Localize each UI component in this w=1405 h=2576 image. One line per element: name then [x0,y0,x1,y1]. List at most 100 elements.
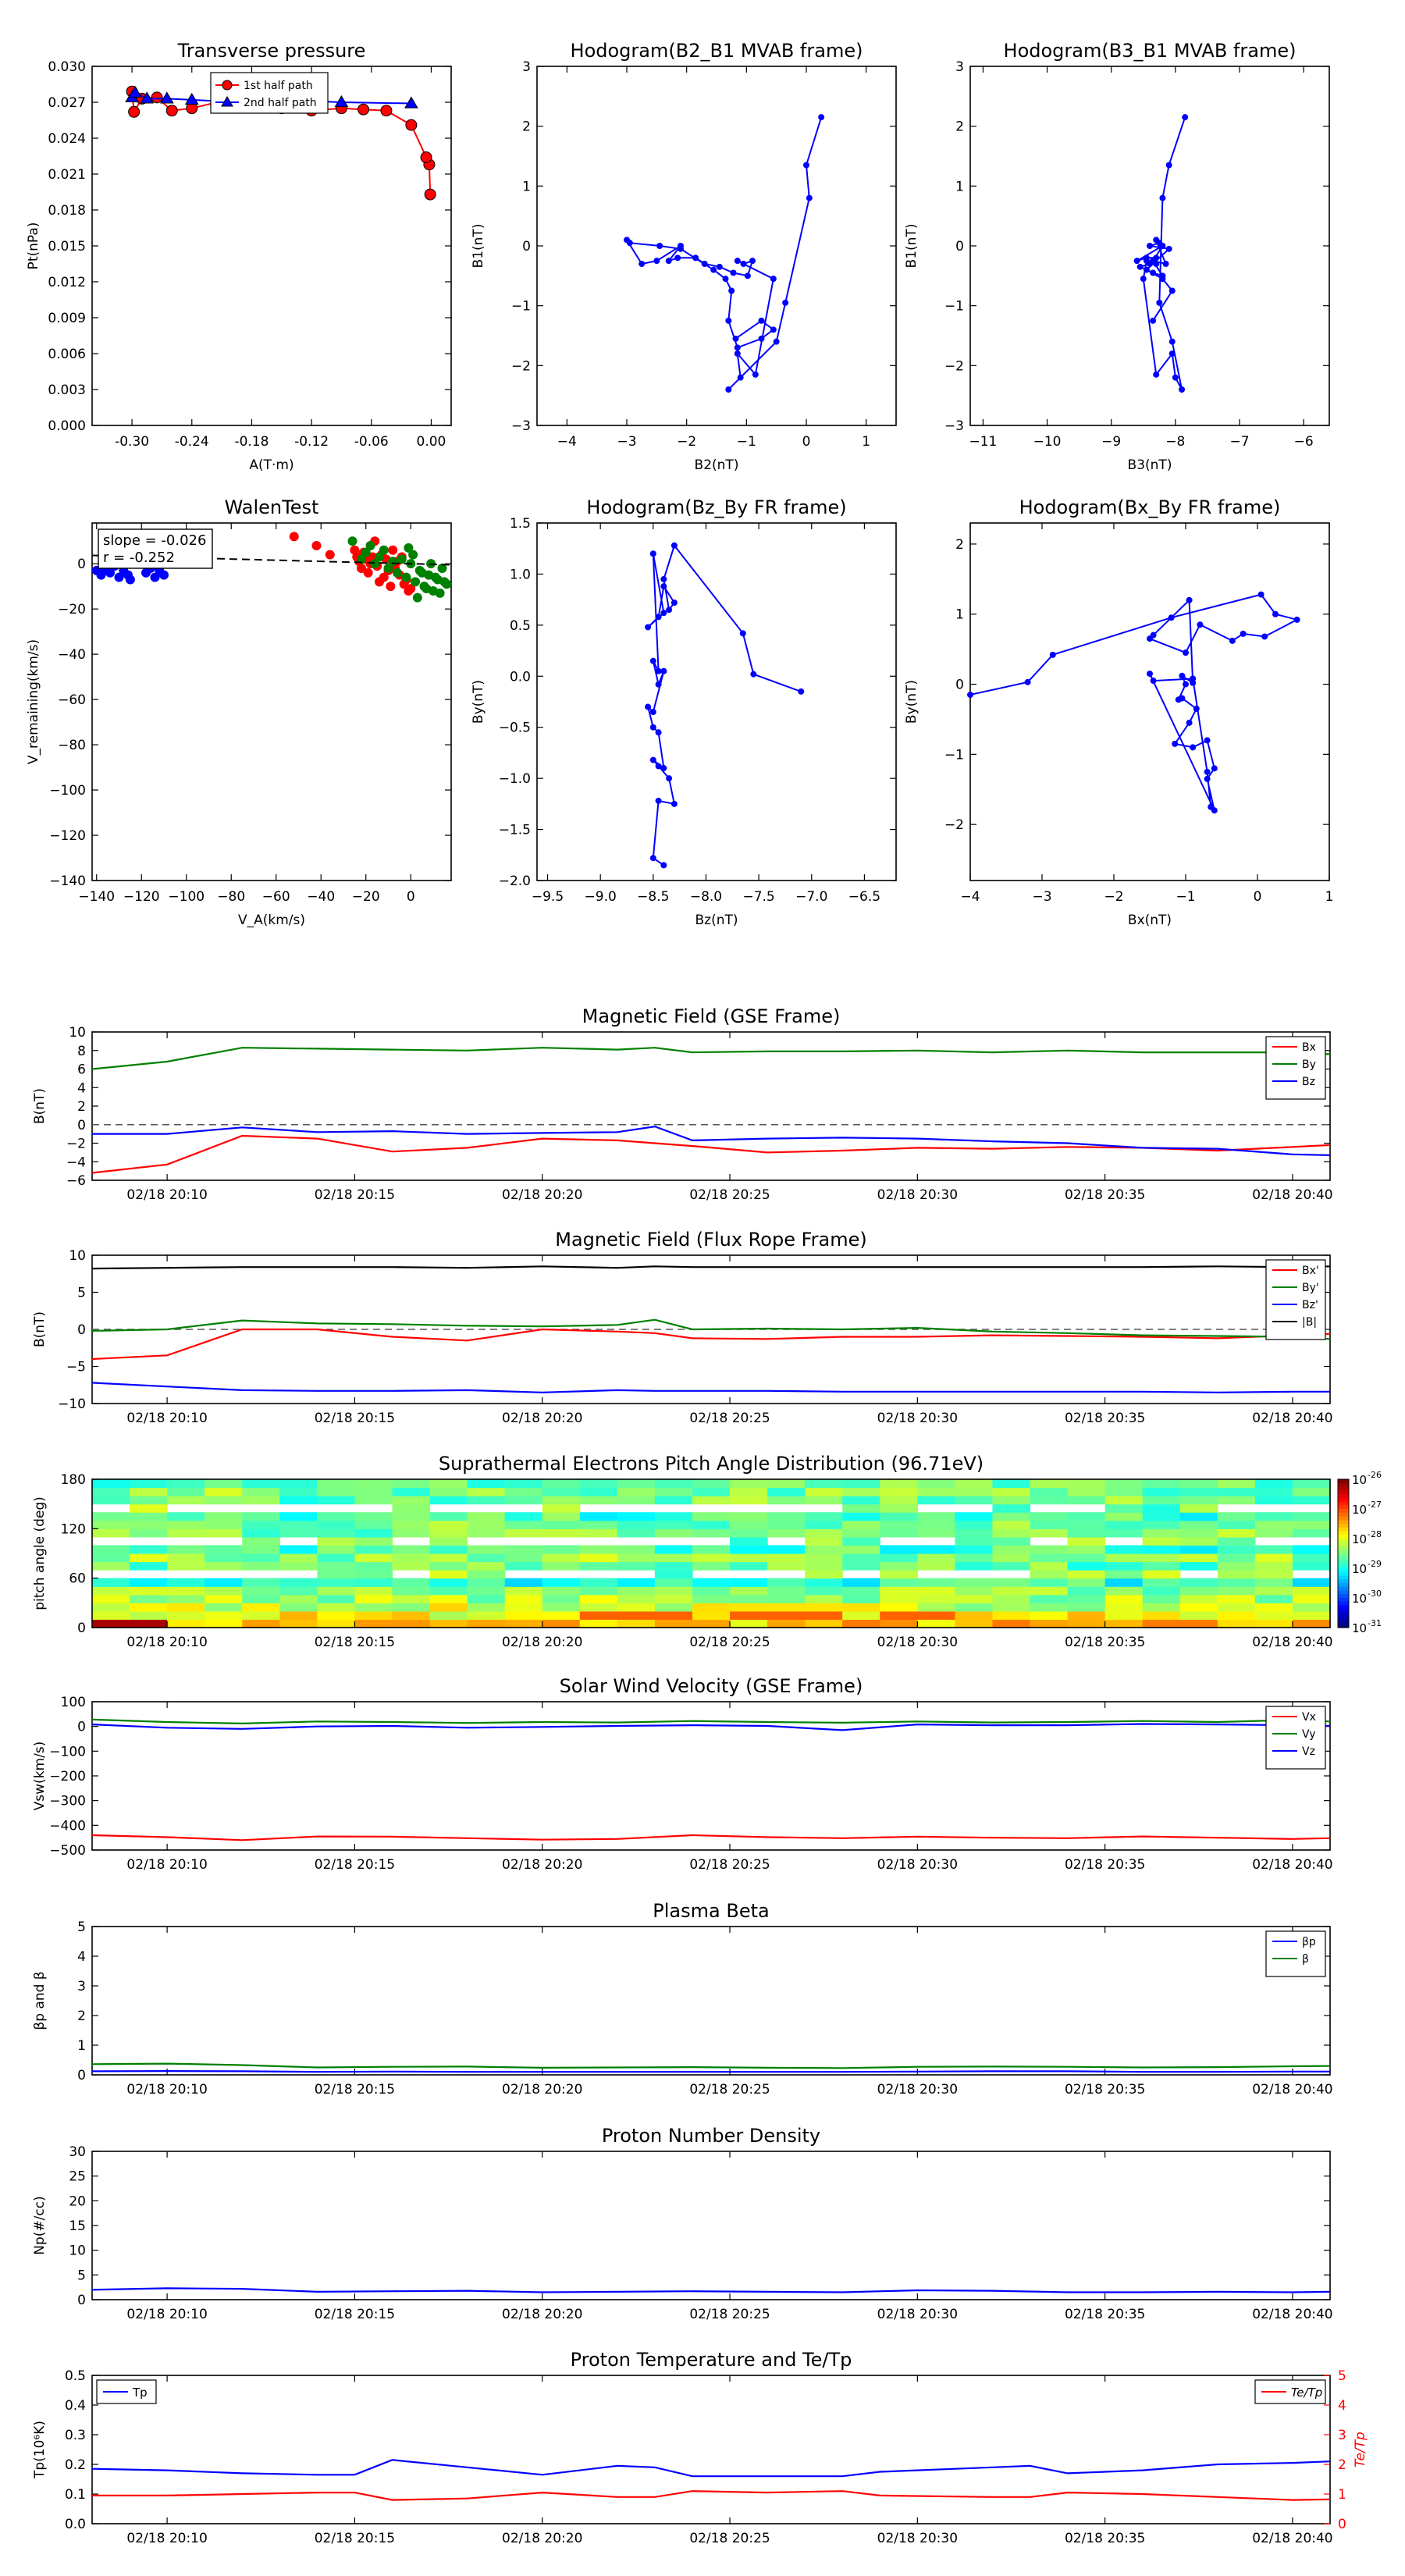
heatmap-cell [542,1545,581,1554]
heatmap-cell [617,1586,656,1596]
heatmap-cell [167,1603,205,1612]
x-tick-label: 02/18 20:15 [315,1411,395,1426]
heatmap-cell [1030,1603,1069,1612]
heatmap-cell [730,1619,768,1628]
x-tick-label: 02/18 20:40 [1252,2082,1332,2097]
data-point [401,572,411,582]
data-point [1150,317,1157,324]
heatmap-cell [467,1586,506,1596]
heatmap-cell [805,1594,843,1603]
heatmap-cell [354,1619,393,1628]
heatmap-cell [392,1594,431,1603]
heatmap-cell [917,1619,955,1628]
heatmap-cell [504,1619,543,1628]
y-tick-label: 0.2 [65,2457,86,2473]
y-tick-label: 6 [77,1062,86,1078]
legend-box [1254,2379,1326,2404]
heatmap-cell [617,1561,656,1571]
data-point [430,572,440,582]
heatmap-cell [167,1479,205,1489]
heatmap-cell [1067,1487,1106,1496]
heatmap-cell [279,1594,318,1603]
x-tick-label: 02/18 20:25 [689,1411,770,1426]
heatmap-cell [992,1610,1031,1621]
x-tick-label: −7.5 [742,889,774,905]
heatmap-cell [279,1586,318,1596]
heatmap-cell [1179,1619,1218,1628]
colorbar-cell [1338,1624,1349,1628]
data-point [380,105,393,117]
legend: Vx Vy Vz [1265,1706,1326,1770]
y-tick-label: 0.024 [48,131,86,147]
heatmap-cell [654,1586,693,1596]
heatmap-cell [279,1479,318,1489]
colorbar-cell [1338,1479,1349,1484]
x-tick-label: 02/18 20:15 [315,1635,395,1650]
heatmap-cell [92,1528,130,1538]
colorbar-tick-exponent: -31 [1368,1618,1382,1628]
heatmap-cell [692,1545,731,1554]
heatmap-cell [504,1520,543,1529]
heatmap-cell [392,1520,431,1529]
heatmap-cell [880,1578,918,1587]
heatmap-cell [579,1561,618,1571]
colorbar-cell [1338,1594,1349,1599]
heatmap-cell [1254,1545,1293,1554]
data-point [357,563,366,573]
x-tick-label: 02/18 20:15 [315,2307,395,2322]
x-tick-label: −11 [969,434,997,450]
data-point [397,554,407,564]
heatmap-cell [392,1545,431,1554]
data-point [388,557,398,567]
x-tick-label: 02/18 20:25 [689,1857,770,1873]
data-point [653,258,660,265]
heatmap-cell [317,1610,356,1621]
data-point [1165,162,1172,169]
heatmap-cell [617,1578,656,1587]
series-line-0 [626,116,823,390]
heatmap-cell [880,1528,918,1538]
colorbar-cell [1338,1598,1349,1603]
heatmap-cell [130,1619,168,1628]
data-point [375,552,384,562]
x-tick-label: 0 [1254,889,1262,905]
y-tick-label: 0.021 [48,167,86,183]
heatmap-cell [955,1512,994,1521]
x-tick-label: −6.5 [848,889,880,905]
data-point [1136,263,1144,270]
solar-wind-velocity-panel: 02/18 20:10 02/18 20:15 02/18 20:20 02/18 2… [32,1675,1333,1873]
heatmap-cell [167,1487,205,1496]
x-tick-label: 02/18 20:35 [1065,1187,1145,1203]
heatmap-cell [1067,1570,1106,1579]
heatmap-cell [730,1520,768,1529]
colorbar-cell [1338,1564,1349,1569]
x-tick-label: −20 [352,889,380,905]
heatmap-cell [992,1487,1031,1496]
colorbar-cell [1338,1605,1349,1610]
heatmap-cell [842,1603,880,1612]
heatmap-cell [617,1520,656,1529]
heatmap-cell [692,1561,731,1571]
heatmap-cell [1254,1570,1293,1579]
legend-label: Vy [1302,1728,1316,1741]
data-point [1229,637,1236,644]
axes-frame [91,2375,1331,2524]
magnetic-field-gse-panel: 02/18 20:10 02/18 20:15 02/18 20:20 02/18 2… [32,1005,1333,1203]
data-point [744,272,751,279]
heatmap-cell [1142,1496,1181,1505]
heatmap-cell [542,1603,581,1612]
data-point [1204,768,1211,775]
heatmap-cell [205,1594,243,1603]
x-tick-label: 02/18 20:35 [1065,1411,1145,1426]
heatmap-cell [1254,1619,1293,1628]
heatmap-cell [242,1512,280,1521]
data-point [1156,299,1163,306]
chart-title: Hodogram(Bx_By FR frame) [1019,496,1281,518]
heatmap-cell [429,1487,468,1496]
heatmap-cell [654,1578,693,1587]
heatmap-cell [242,1520,280,1529]
x-tick-label: −2 [1104,889,1123,905]
heatmap-cell [654,1561,693,1571]
data-point [660,583,667,590]
